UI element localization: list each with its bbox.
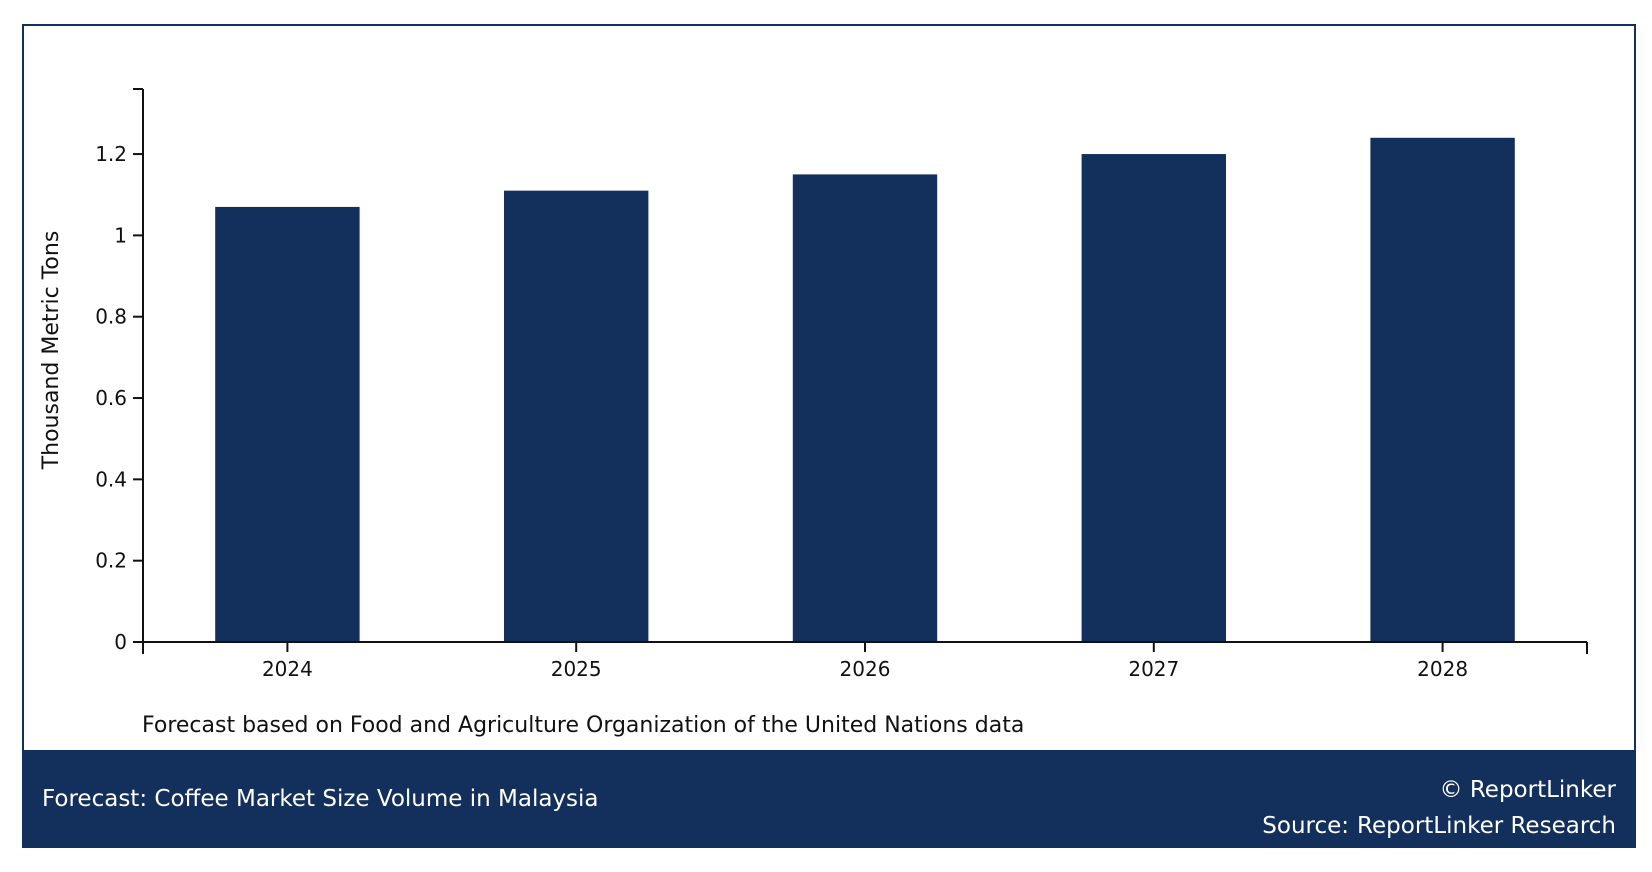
bars-group xyxy=(215,137,1515,642)
x-tick-label: 2025 xyxy=(551,657,602,681)
x-tick-label: 2026 xyxy=(840,657,891,681)
x-tick-label: 2027 xyxy=(1128,657,1179,681)
bar-2024 xyxy=(215,206,360,642)
footer-bar: Forecast: Coffee Market Size Volume in M… xyxy=(22,750,1636,848)
y-tick-label: 0.8 xyxy=(95,305,127,329)
source-line: Source: ReportLinker Research xyxy=(1262,808,1616,844)
y-tick-label: 1.2 xyxy=(95,142,127,166)
y-tick-label: 1 xyxy=(114,223,127,247)
bar-2027 xyxy=(1081,154,1226,642)
bar-2028 xyxy=(1370,137,1515,642)
footer-credits: © ReportLinker Source: ReportLinker Resea… xyxy=(1262,772,1616,844)
x-tick-label: 2024 xyxy=(262,657,313,681)
y-tick-label: 0 xyxy=(114,630,127,654)
copyright-text: © ReportLinker xyxy=(1439,777,1616,803)
axes-group: 0 0.2 0.4 0.6 0.8 1 1.2 2024 2025 2026 2027 2028 xyxy=(95,88,1588,681)
y-tick-label: 0.2 xyxy=(95,549,127,573)
bar-chart: 0 0.2 0.4 0.6 0.8 1 1.2 2024 2025 2026 2027 2028 Th… xyxy=(39,88,1588,681)
forecast-note: Forecast based on Food and Agriculture O… xyxy=(142,713,1025,738)
x-tick-label: 2028 xyxy=(1417,657,1468,681)
footer-title: Forecast: Coffee Market Size Volume in M… xyxy=(42,786,599,812)
y-tick-label: 0.6 xyxy=(95,386,127,410)
source-label: Source: xyxy=(1262,813,1350,839)
bar-2026 xyxy=(792,174,938,642)
source-value: ReportLinker Research xyxy=(1357,813,1616,839)
y-tick-label: 0.4 xyxy=(95,467,127,491)
y-axis-label: Thousand Metric Tons xyxy=(39,231,64,471)
bar-2025 xyxy=(504,190,649,642)
